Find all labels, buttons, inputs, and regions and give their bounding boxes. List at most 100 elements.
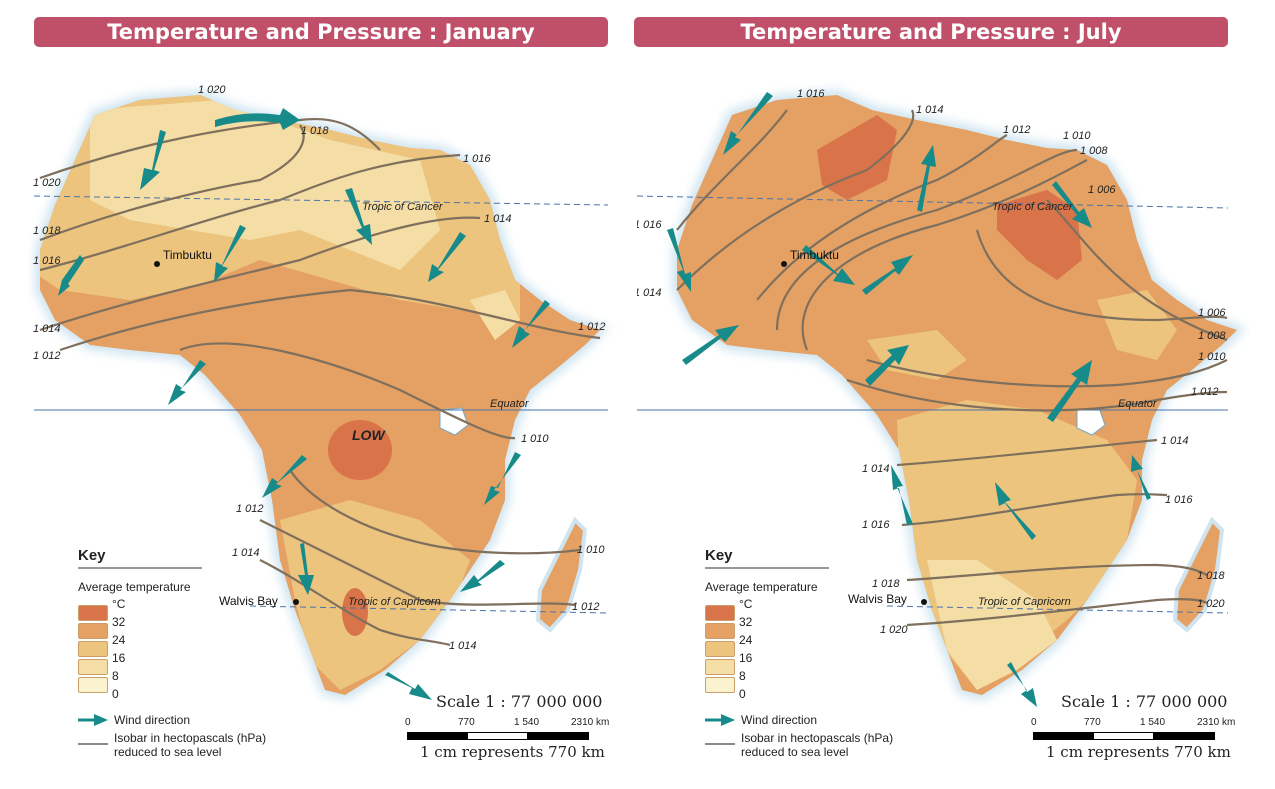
isobar-label: 1 010 (1198, 351, 1226, 363)
key-avg-temp: Average temperature (78, 580, 191, 594)
isobar-line (39, 117, 381, 180)
key-avg-temp: Average temperature (705, 580, 818, 594)
tropic-of-capricorn-label: Tropic of Capricorn (348, 596, 441, 608)
walvis-bay-dot (921, 599, 927, 605)
swatch-32 (705, 605, 735, 621)
scale-tick: 1 540 (1140, 717, 1166, 728)
isobar-label: 1 010 (521, 433, 549, 445)
key-unit: °C (739, 597, 753, 611)
isobar-line (801, 159, 1088, 351)
key-level: 0 (112, 687, 119, 701)
wind-arrow (168, 360, 206, 405)
panel-title: Temperature and Pressure : January (34, 17, 608, 47)
swatch-24 (78, 623, 108, 639)
isobar-line (975, 229, 1228, 322)
scale-tick: 1 540 (514, 717, 540, 728)
temp-zone-32-b (342, 588, 368, 636)
swatch-0 (705, 677, 735, 693)
isobar-line (906, 598, 1208, 627)
walvis-bay-label: Walvis Bay (848, 592, 907, 606)
temp-zone-8 (927, 560, 1057, 690)
scale-note: 1 cm represents 770 km (420, 743, 605, 761)
isobar-label: 1 018 (33, 225, 61, 237)
january-map: Timbuktu Walvis Bay Tropic of Cancer Tro… (33, 84, 610, 701)
wind-arrow (723, 92, 773, 155)
wind-arrow (862, 255, 913, 295)
timbuktu-label: Timbuktu (163, 248, 212, 262)
wind-arrow (1007, 662, 1037, 707)
swatch-16 (78, 641, 108, 657)
scale-tick: 770 (458, 717, 475, 728)
swatch-0 (78, 677, 108, 693)
scale-tick: 770 (1084, 717, 1101, 728)
isobar-line (676, 109, 788, 231)
isobar-line (896, 438, 1158, 467)
wind-arrows (58, 108, 550, 700)
temp-zone-8-b (470, 290, 520, 340)
isobar-label: 1 018 (301, 125, 329, 137)
key-level: 8 (739, 669, 746, 683)
wind-arrow (345, 188, 372, 245)
wind-arrow (1047, 360, 1092, 422)
isobar-label: 1 008 (1198, 330, 1226, 342)
key-isobar-1: Isobar in hectopascals (hPa) (114, 731, 267, 745)
wind-arrow (262, 455, 307, 498)
equator-label: Equator (1118, 398, 1158, 410)
isobar-line (906, 563, 1208, 582)
swatch-16 (705, 641, 735, 657)
january-panel: Temperature and Pressure : January (0, 0, 637, 789)
key-isobar-2: reduced to sea level (114, 745, 222, 759)
swatch-32 (78, 605, 108, 621)
timbuktu-dot (781, 261, 787, 267)
scale-segment (1033, 732, 1095, 740)
wind-arrow (215, 108, 300, 130)
wind-arrow (682, 325, 739, 365)
key-unit: °C (112, 597, 126, 611)
wind-arrow (484, 452, 521, 505)
lake-victoria (439, 407, 469, 436)
scale-segment (467, 732, 529, 740)
tropic-of-capricorn-label: Tropic of Capricorn (978, 596, 1071, 608)
wind-arrow (802, 245, 855, 285)
isobar-line (39, 216, 481, 332)
low-pressure-label: LOW (352, 427, 386, 443)
isobar-label: 1 012 (33, 350, 61, 362)
wind-arrow (140, 130, 166, 190)
madagascar (1172, 516, 1225, 633)
key-level: 32 (112, 615, 126, 629)
wind-arrow (512, 300, 550, 348)
key-level: 0 (739, 687, 746, 701)
temp-zone-32 (817, 115, 897, 200)
temp-zone-16-south (280, 500, 470, 690)
isobar-label: 1 012 (572, 601, 600, 613)
isobar-label: 1 014 (449, 640, 477, 652)
key-isobar-2: reduced to sea level (741, 745, 849, 759)
isobars (676, 109, 1228, 627)
isobar-label: 1 012 (1003, 124, 1031, 136)
isobar-label: 1 020 (1197, 598, 1225, 610)
isobar-label: 1 014 (232, 547, 260, 559)
isobar-line (775, 148, 1078, 331)
key-wind: Wind direction (114, 713, 191, 727)
isobar-legend-icon (705, 743, 735, 745)
isobar-label: 1 018 (872, 578, 900, 590)
wind-arrow (385, 672, 432, 700)
isobar-line (901, 493, 1168, 527)
isobar-label: 1 012 (578, 321, 606, 333)
isobar-line (39, 153, 461, 272)
isobar-label: 1 016 (637, 219, 662, 231)
isobar-label: 1 016 (463, 153, 491, 165)
isobar-label: 1 020 (880, 624, 908, 636)
madagascar (535, 516, 588, 633)
isobar-label: 1 014 (1161, 435, 1189, 447)
tropic-of-capricorn-line (886, 605, 1229, 614)
wind-arrow (428, 232, 466, 282)
isobar-label: 1 006 (1198, 307, 1226, 319)
wind-arrow (667, 228, 691, 292)
scale-title: Scale 1 : 77 000 000 (436, 692, 603, 711)
key-level: 24 (739, 633, 753, 647)
isobar-label: 1 010 (1063, 130, 1091, 142)
swatch-8 (705, 659, 735, 675)
isobar-label: 1 014 (862, 463, 890, 475)
wind-legend-icon (705, 714, 735, 726)
